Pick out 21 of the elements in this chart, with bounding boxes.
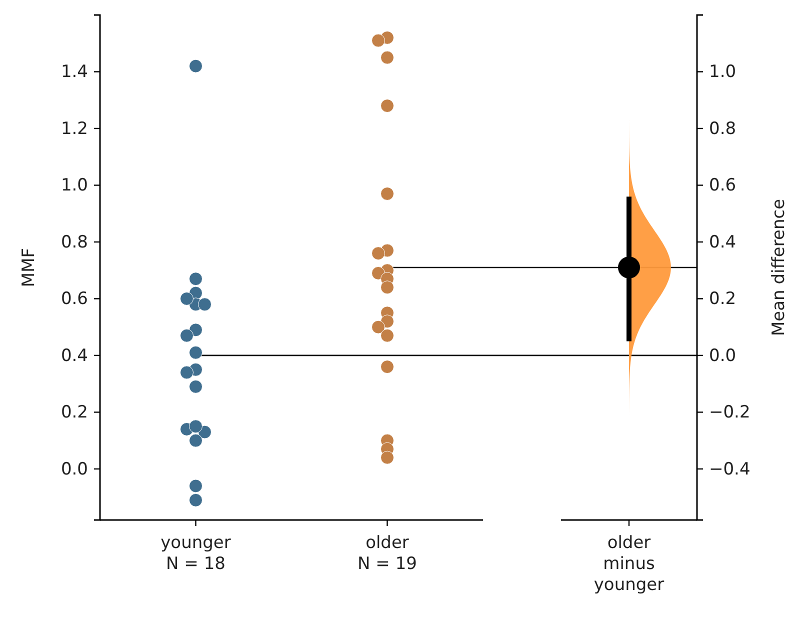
y2-axis-title: Mean difference [769, 198, 789, 336]
y-tick-label: 0.2 [60, 402, 88, 423]
y-tick-label: 1.4 [60, 62, 88, 82]
y2-tick-label: 0.8 [709, 118, 736, 139]
x-tick-label: older minus younger [594, 533, 664, 595]
y-tick-label: 1.0 [60, 176, 88, 196]
y-tick-label: 0.0 [60, 459, 88, 480]
y-tick-label: 0.6 [60, 289, 88, 310]
y-tick-label: 1.2 [60, 118, 88, 139]
y2-tick-label: −0.2 [709, 402, 750, 423]
y2-tick-label: 0.6 [709, 176, 736, 196]
x-tick-label: older N = 19 [358, 533, 417, 574]
y2-tick-label: 1.0 [709, 62, 736, 82]
y-axis-title: MMF [19, 248, 39, 288]
x-tick-label: younger N = 18 [160, 533, 231, 574]
y-tick-label: 0.4 [60, 346, 88, 366]
y2-tick-label: 0.2 [709, 289, 736, 310]
y2-tick-label: 0.4 [709, 232, 736, 252]
y2-tick-label: 0.0 [709, 346, 736, 366]
y2-tick-label: −0.4 [709, 459, 750, 480]
y-tick-label: 0.8 [60, 232, 88, 252]
